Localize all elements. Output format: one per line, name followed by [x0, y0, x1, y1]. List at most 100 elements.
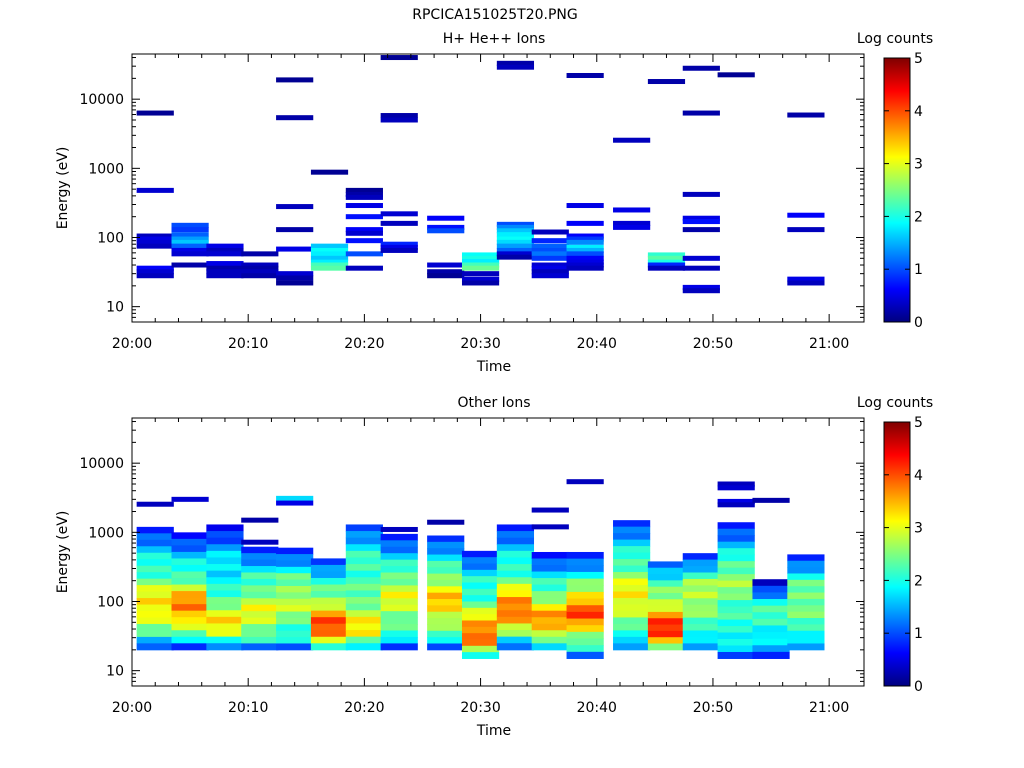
- heatmap-cell: [427, 618, 465, 625]
- heatmap-cell: [345, 616, 383, 624]
- heatmap-cell: [461, 563, 500, 571]
- y-axis-label: Energy (eV): [55, 147, 71, 230]
- heatmap-cell: [566, 605, 604, 613]
- heatmap-cell: [717, 632, 755, 640]
- heatmap-cell: [136, 501, 174, 507]
- x-tick-label: 20:30: [460, 700, 500, 716]
- heatmap-cell: [171, 591, 209, 599]
- heatmap-cell: [310, 597, 349, 605]
- heatmap-cell: [136, 546, 174, 554]
- heatmap-cell: [531, 265, 569, 271]
- heatmap-cell: [380, 244, 418, 250]
- heatmap-cell: [310, 584, 349, 592]
- heatmap-cell: [496, 251, 535, 257]
- heatmap-cell: [566, 578, 604, 586]
- heatmap-cell: [613, 207, 651, 213]
- heatmap-cell: [427, 519, 465, 525]
- heatmap-cell: [566, 479, 604, 485]
- heatmap-cell: [566, 203, 604, 209]
- heatmap-cell: [171, 247, 209, 253]
- heatmap-cell: [566, 236, 604, 242]
- heatmap-cell: [647, 611, 686, 619]
- heatmap-cell: [427, 269, 465, 275]
- heatmap-cell: [682, 591, 720, 599]
- heatmap-cell: [787, 579, 825, 587]
- heatmap-cell: [613, 546, 651, 554]
- heatmap-cell: [647, 265, 686, 271]
- colorbar-tick-label: 0: [914, 679, 923, 695]
- heatmap-cell: [241, 578, 279, 586]
- heatmap-cell: [380, 636, 418, 644]
- heatmap-cell: [496, 537, 535, 545]
- heatmap-cell: [787, 637, 825, 644]
- heatmap-cell: [613, 630, 651, 638]
- heatmap-cell: [787, 630, 825, 638]
- heatmap-cell: [310, 617, 349, 625]
- heatmap-cell: [380, 55, 418, 61]
- heatmap-cell: [380, 211, 418, 217]
- heatmap-cell: [531, 604, 569, 612]
- heatmap-cell: [787, 643, 825, 651]
- colorbar-label: Log counts: [857, 395, 933, 411]
- heatmap-cell: [531, 273, 569, 279]
- heatmap-cell: [613, 578, 651, 586]
- heatmap-cell: [531, 578, 569, 586]
- heatmap-cell: [171, 551, 209, 559]
- heatmap-cell: [461, 633, 500, 640]
- y-tick-label: 10000: [79, 456, 124, 472]
- heatmap-cell: [380, 591, 418, 599]
- heatmap-cell: [496, 610, 535, 618]
- heatmap-cell: [496, 570, 535, 578]
- heatmap-cell: [752, 645, 790, 653]
- heatmap-cell: [345, 550, 383, 558]
- heatmap-cell: [613, 520, 651, 528]
- heatmap-cell: [427, 643, 465, 651]
- heatmap-cell: [566, 265, 604, 271]
- heatmap-cell: [566, 262, 604, 268]
- heatmap-cell: [647, 259, 686, 265]
- heatmap-cell: [276, 271, 314, 277]
- heatmap-cell: [717, 639, 755, 647]
- heatmap-cell: [241, 553, 279, 561]
- heatmap-cell: [310, 623, 349, 631]
- heatmap-cell: [345, 265, 383, 271]
- heatmap-cell: [427, 605, 465, 613]
- heatmap-cell: [241, 251, 279, 257]
- heatmap-cell: [682, 265, 720, 271]
- heatmap-cell: [752, 592, 790, 600]
- heatmap-cell: [276, 554, 314, 561]
- heatmap-cell: [461, 569, 500, 577]
- heatmap-cell: [566, 618, 604, 626]
- heatmap-cell: [241, 559, 279, 567]
- heatmap-cell: [682, 604, 720, 612]
- heatmap-cell: [171, 239, 209, 245]
- heatmap-cell: [752, 632, 790, 640]
- heatmap-cell: [345, 544, 383, 552]
- heatmap-cell: [461, 265, 500, 271]
- heatmap-cell: [310, 251, 349, 257]
- heatmap-cell: [566, 585, 604, 593]
- heatmap-cell: [171, 222, 209, 228]
- heatmap-cell: [171, 584, 209, 592]
- colorbar-tick-label: 2: [914, 209, 923, 225]
- heatmap-cell: [136, 269, 174, 275]
- heatmap-cell: [380, 241, 418, 247]
- heatmap-cell: [531, 238, 569, 244]
- heatmap-cell: [136, 565, 174, 573]
- heatmap-cell: [206, 603, 244, 611]
- heatmap-cell: [461, 588, 500, 596]
- heatmap-cell: [276, 227, 314, 233]
- x-tick-label: 20:20: [344, 336, 384, 352]
- x-tick-label: 20:40: [577, 336, 617, 352]
- heatmap-cell: [310, 591, 349, 599]
- heatmap-cell: [345, 557, 383, 565]
- heatmap-cell: [566, 565, 604, 573]
- heatmap-cell: [206, 577, 244, 585]
- heatmap-cell: [310, 636, 349, 644]
- heatmap-cell: [206, 531, 244, 539]
- heatmap-cell: [717, 619, 755, 627]
- heatmap-cell: [531, 636, 569, 644]
- heatmap-cell: [345, 227, 383, 233]
- heatmap-cell: [682, 284, 720, 290]
- heatmap-cell: [136, 611, 174, 618]
